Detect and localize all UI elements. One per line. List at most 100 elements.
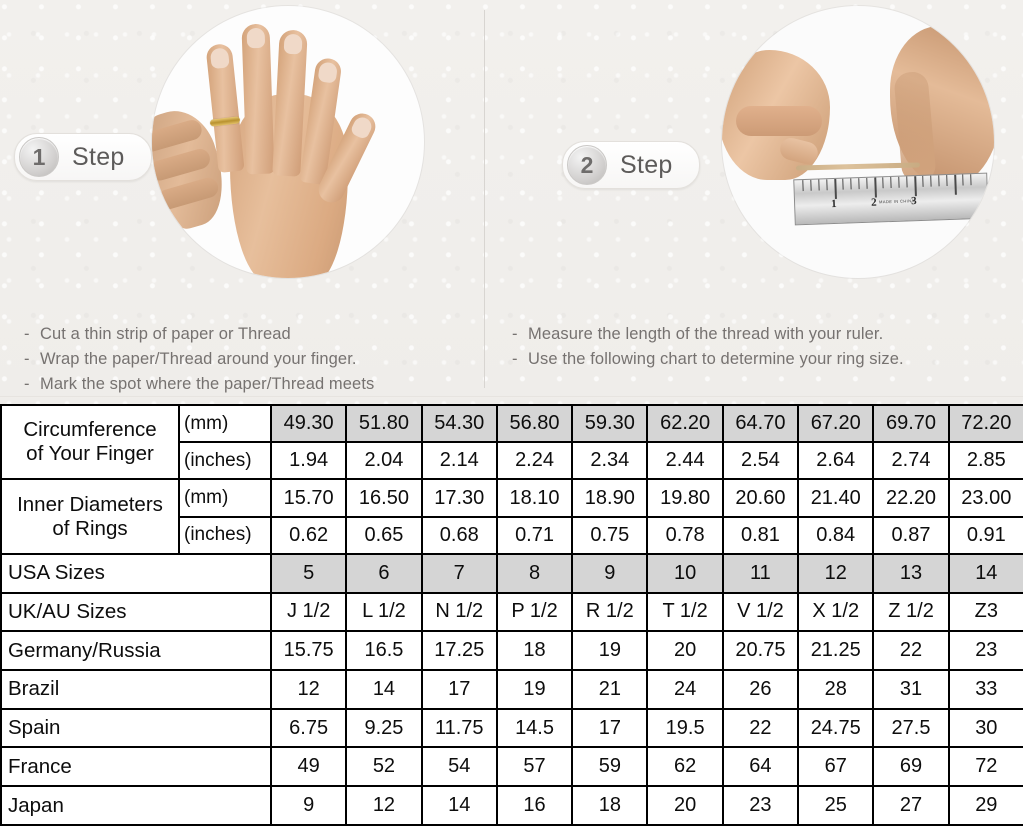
ruler-brand-text: MADE IN CHINA xyxy=(879,198,915,205)
cell: 2.85 xyxy=(947,441,1023,481)
cell: 2.04 xyxy=(345,441,423,481)
unit-cell: (mm) xyxy=(178,478,272,518)
cell: 21.25 xyxy=(797,630,875,672)
bullet-dash-icon: - xyxy=(512,325,518,343)
cell: 0.68 xyxy=(420,515,498,555)
row-label-uk-au-sizes: UK/AU Sizes xyxy=(0,591,272,633)
cell: 0.87 xyxy=(872,515,950,555)
section-divider xyxy=(0,396,1023,398)
cell: 2.44 xyxy=(646,441,724,481)
cell: 72 xyxy=(947,746,1023,788)
ruler: 1 2 3 MADE IN CHINA xyxy=(793,172,989,226)
cell: 54 xyxy=(420,746,498,788)
cell: 8 xyxy=(495,552,574,594)
cell: 6.75 xyxy=(269,707,348,749)
cell: Z3 xyxy=(947,591,1023,633)
ring-size-table: Circumference of Your Finger (mm) 49.30 … xyxy=(0,403,1023,826)
instructions-panel: 1 Step - Cut a thin strip of paper or Thr… xyxy=(0,0,1023,404)
bullet-dash-icon: - xyxy=(24,325,30,343)
panel-divider xyxy=(484,10,485,388)
cell: 19 xyxy=(495,669,574,710)
cell: 2.64 xyxy=(797,441,875,481)
cell: 14 xyxy=(345,669,423,710)
unit-cell: (inches) xyxy=(178,441,272,481)
cell: 0.75 xyxy=(571,515,649,555)
cell: 17 xyxy=(571,707,649,749)
step-2-photo: 1 2 3 MADE IN CHINA xyxy=(722,6,994,278)
table-row: Spain 6.75 9.25 11.75 14.5 17 19.5 22 24… xyxy=(0,707,1023,749)
right-hand-shape xyxy=(890,26,994,186)
cell: 56.80 xyxy=(495,403,574,444)
cell: 12 xyxy=(345,785,423,826)
step-1-number: 1 xyxy=(19,137,59,177)
cell: 0.78 xyxy=(646,515,724,555)
cell: 62 xyxy=(646,746,724,788)
cell: 22 xyxy=(721,707,800,749)
cell: 21 xyxy=(571,669,649,710)
cell: 17.25 xyxy=(420,630,498,672)
cell: V 1/2 xyxy=(721,591,800,633)
cell: 5 xyxy=(269,552,348,594)
row-label-germany-russia: Germany/Russia xyxy=(0,630,272,672)
cell: 19.5 xyxy=(646,707,724,749)
cell: 22.20 xyxy=(872,478,950,518)
cell: 69 xyxy=(872,746,950,788)
cell: 0.81 xyxy=(721,515,800,555)
cell: 18.10 xyxy=(495,478,574,518)
cell: 9 xyxy=(571,552,649,594)
row-label-japan: Japan xyxy=(0,785,272,826)
cell: 9 xyxy=(269,785,348,826)
cell: 18.90 xyxy=(571,478,649,518)
instruction-line: - Wrap the paper/Thread around your finge… xyxy=(24,347,374,372)
cell: 0.62 xyxy=(269,515,348,555)
cell: 17 xyxy=(420,669,498,710)
cell: P 1/2 xyxy=(495,591,574,633)
cell: 6 xyxy=(345,552,423,594)
step-1-instructions: - Cut a thin strip of paper or Thread - Wr… xyxy=(24,322,374,397)
cell: 49 xyxy=(269,746,348,788)
cell: 15.70 xyxy=(269,478,348,518)
cell: 0.71 xyxy=(495,515,574,555)
cell: 11 xyxy=(721,552,800,594)
table-row: UK/AU Sizes J 1/2 L 1/2 N 1/2 P 1/2 R 1/… xyxy=(0,591,1023,633)
cell: 72.20 xyxy=(947,403,1023,444)
cell: 54.30 xyxy=(420,403,498,444)
cell: 24.75 xyxy=(797,707,875,749)
cell: 19 xyxy=(571,630,649,672)
cell: 11.75 xyxy=(420,707,498,749)
instruction-line: - Mark the spot where the paper/Thread me… xyxy=(24,372,374,397)
table-row: Japan 9 12 14 16 18 20 23 25 27 29 xyxy=(0,785,1023,826)
row-label-spain: Spain xyxy=(0,707,272,749)
instruction-line: - Measure the length of the thread with y… xyxy=(512,322,904,347)
cell: 18 xyxy=(571,785,649,826)
cell: 20 xyxy=(646,630,724,672)
step-1-badge: 1 Step xyxy=(14,133,152,181)
ruler-mark: 1 xyxy=(830,197,837,211)
cell: 69.70 xyxy=(872,403,950,444)
cell: 0.65 xyxy=(345,515,423,555)
cell: 59.30 xyxy=(571,403,649,444)
cell: 67 xyxy=(797,746,875,788)
step-1-label: Step xyxy=(72,142,125,171)
cell: 22 xyxy=(872,630,950,672)
cell: 21.40 xyxy=(797,478,875,518)
cell: Z 1/2 xyxy=(872,591,950,633)
cell: 20 xyxy=(646,785,724,826)
cell: 16.5 xyxy=(345,630,423,672)
row-label-france: France xyxy=(0,746,272,788)
hand-illustration xyxy=(152,6,424,278)
cell: 26 xyxy=(721,669,800,710)
cell: 30 xyxy=(947,707,1023,749)
cell: 16.50 xyxy=(345,478,423,518)
cell: 20.60 xyxy=(721,478,800,518)
table-row: Inner Diameters of Rings (mm) 15.70 16.5… xyxy=(0,478,1023,555)
bullet-dash-icon: - xyxy=(512,350,518,368)
cell: 0.84 xyxy=(797,515,875,555)
row-label-inner-diameter: Inner Diameters of Rings xyxy=(0,478,180,555)
cell: 2.34 xyxy=(571,441,649,481)
unit-cell: (inches) xyxy=(178,515,272,555)
cell: 0.91 xyxy=(947,515,1023,555)
table-row: USA Sizes 5 6 7 8 9 10 11 12 13 14 xyxy=(0,552,1023,594)
instruction-line: - Use the following chart to determine yo… xyxy=(512,347,904,372)
